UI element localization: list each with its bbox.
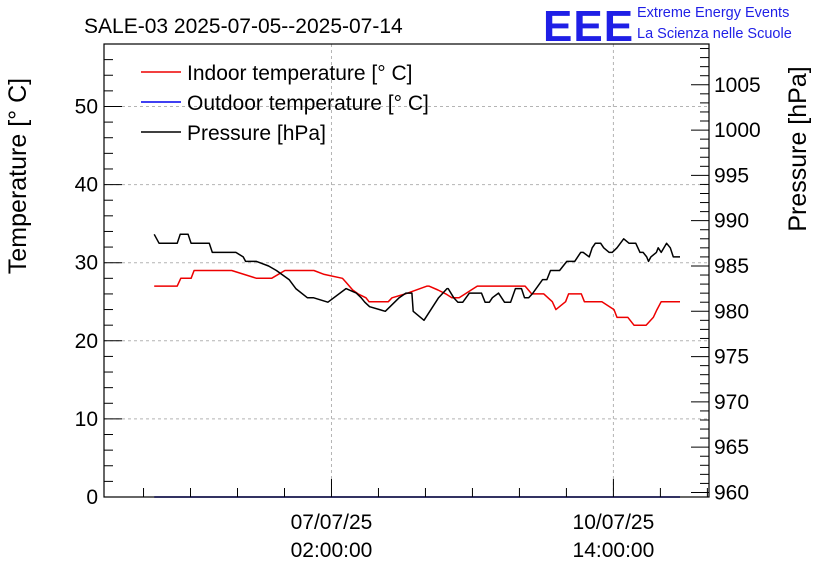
- y-axis-label: Temperature [° C]: [4, 78, 32, 274]
- y2-tick-label: 990: [714, 210, 749, 233]
- legend-label-1: Indoor temperature [° C]: [187, 62, 413, 85]
- axes: 0 10 20 30 40 50 960 965 970 975 980 985 990 995 1000 1…: [75, 48, 761, 562]
- y2-axis-label: Pressure [hPa]: [784, 66, 812, 231]
- chart-title: SALE-03 2025-07-05--2025-07-14: [84, 15, 403, 38]
- y-tick-label: 50: [75, 95, 98, 118]
- logo-line-2: La Scienza nelle Scuole: [637, 26, 792, 42]
- y-tick-label: 0: [86, 486, 98, 509]
- legend: Indoor temperature [° C] Outdoor temperat…: [141, 62, 429, 145]
- y-tick-label: 40: [75, 174, 98, 197]
- legend-label-2: Outdoor temperature [° C]: [187, 92, 429, 115]
- y-tick-label: 10: [75, 408, 98, 431]
- y2-tick-label: 995: [714, 164, 749, 187]
- eee-logo: EEE: [543, 2, 635, 51]
- grid-lines: [104, 44, 709, 497]
- y2-tick-label: 985: [714, 255, 749, 278]
- logo-line-1: Extreme Energy Events: [637, 5, 790, 21]
- plot-frame: [103, 43, 710, 498]
- y2-tick-label: 960: [714, 481, 749, 504]
- y-tick-label: 30: [75, 252, 98, 275]
- series-lines: [153, 233, 680, 498]
- y-tick-label: 20: [75, 330, 98, 353]
- x-tick-label-time: 02:00:00: [291, 539, 373, 562]
- x-tick-label-date: 07/07/25: [291, 511, 373, 534]
- y2-tick-label: 965: [714, 436, 749, 459]
- y2-tick-label: 980: [714, 300, 749, 323]
- x-tick-label-date: 10/07/25: [573, 511, 655, 534]
- y2-tick-label: 1005: [714, 74, 761, 97]
- y2-tick-label: 975: [714, 346, 749, 369]
- series-line-1: [154, 269, 680, 326]
- x-tick-label-time: 14:00:00: [573, 539, 655, 562]
- y2-tick-label: 1000: [714, 119, 761, 142]
- legend-label-3: Pressure [hPa]: [187, 122, 326, 145]
- series-line-3: [153, 233, 680, 322]
- y2-tick-label: 970: [714, 391, 749, 414]
